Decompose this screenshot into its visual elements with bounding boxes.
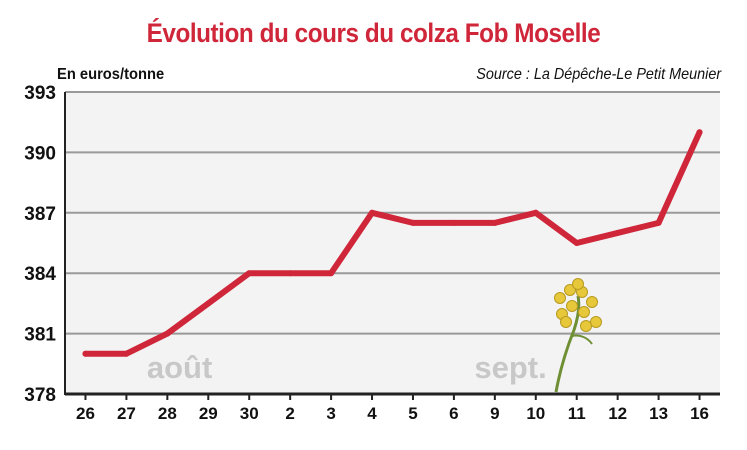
x-tick-label: 27 <box>117 404 136 423</box>
data-point <box>614 229 621 236</box>
y-tick-label: 378 <box>24 385 56 406</box>
data-point <box>573 240 580 246</box>
data-point <box>655 219 662 226</box>
chart-title: Évolution du cours du colza Fob Moselle <box>146 18 601 48</box>
x-tick-label: 29 <box>199 404 218 423</box>
y-axis-unit-label: En euros/tonne <box>57 66 165 83</box>
flower-bloom <box>590 316 602 328</box>
flower-bloom <box>560 316 572 328</box>
data-point <box>82 350 89 357</box>
flower-stem <box>554 295 581 393</box>
month-label: sept. <box>474 350 546 385</box>
data-point <box>123 350 130 357</box>
x-tick-label: 9 <box>490 404 499 423</box>
flower-branch <box>571 334 593 345</box>
data-point <box>491 219 498 226</box>
data-point <box>205 300 212 307</box>
data-point <box>164 330 171 337</box>
x-tick-label: 3 <box>326 404 335 423</box>
x-tick-label: 5 <box>408 404 417 423</box>
rapeseed-flower-icon <box>554 278 602 393</box>
month-label: août <box>147 350 212 385</box>
data-point <box>532 209 539 216</box>
y-tick-label: 384 <box>24 264 56 285</box>
x-tick-label: 13 <box>649 404 668 423</box>
flower-bloom <box>572 278 584 290</box>
x-tick-label: 6 <box>449 404 458 423</box>
price-series-line <box>82 129 703 357</box>
plot-background <box>65 92 720 394</box>
data-point <box>328 270 335 277</box>
flower-bloom <box>564 284 576 296</box>
data-point <box>287 270 294 277</box>
x-tick-label: 30 <box>240 404 259 423</box>
flower-bloom <box>586 296 598 308</box>
x-tick-label: 4 <box>367 404 377 423</box>
x-tick-label: 12 <box>608 404 627 423</box>
y-tick-label: 387 <box>24 204 56 225</box>
data-point <box>369 209 376 216</box>
x-tick-label: 28 <box>158 404 177 423</box>
x-tick-label: 10 <box>526 404 545 423</box>
x-tick-label: 11 <box>568 404 586 423</box>
data-point <box>409 219 416 226</box>
flower-bloom <box>580 320 592 332</box>
data-point <box>696 129 703 136</box>
x-tick-label: 2 <box>285 404 294 423</box>
source-credit: Source : La Dépêche-Le Petit Meunier <box>476 66 721 83</box>
y-tick-label: 393 <box>24 83 56 104</box>
data-point <box>246 270 253 277</box>
y-tick-label: 381 <box>24 325 56 346</box>
flower-bloom <box>554 292 566 304</box>
x-tick-label: 26 <box>76 404 95 423</box>
flower-bloom <box>566 300 578 312</box>
flower-bloom <box>578 306 590 318</box>
y-tick-label: 390 <box>24 143 56 164</box>
x-tick-label: 16 <box>690 404 709 423</box>
data-point <box>450 219 457 226</box>
